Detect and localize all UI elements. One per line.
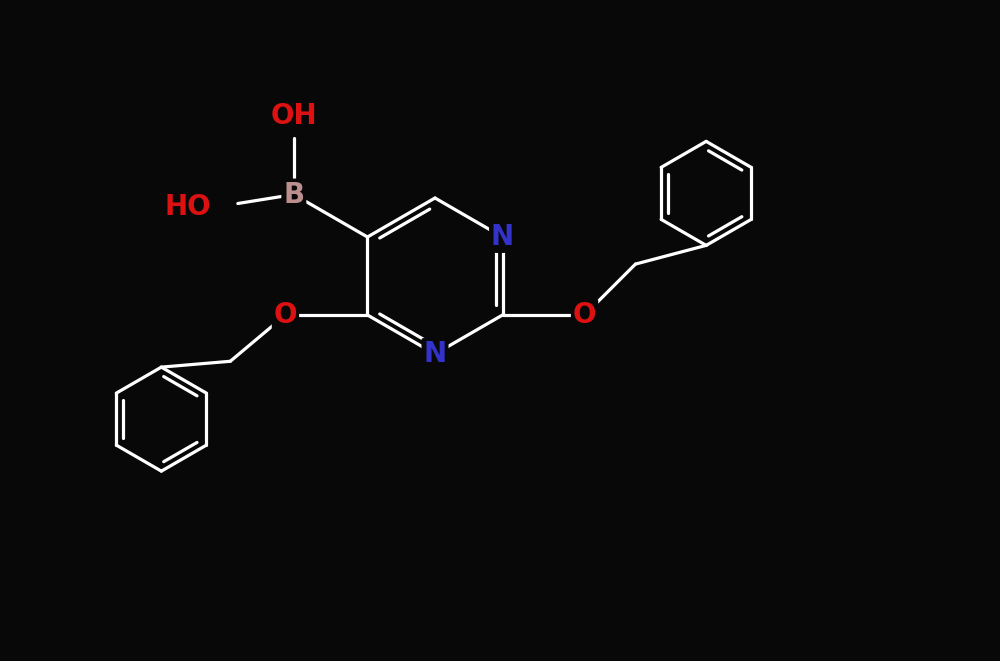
Text: OH: OH [271, 102, 317, 130]
Text: O: O [573, 301, 596, 329]
Text: N: N [491, 223, 514, 251]
Text: O: O [274, 301, 297, 329]
Text: HO: HO [164, 192, 211, 221]
Text: B: B [283, 180, 304, 208]
Text: N: N [423, 340, 447, 368]
